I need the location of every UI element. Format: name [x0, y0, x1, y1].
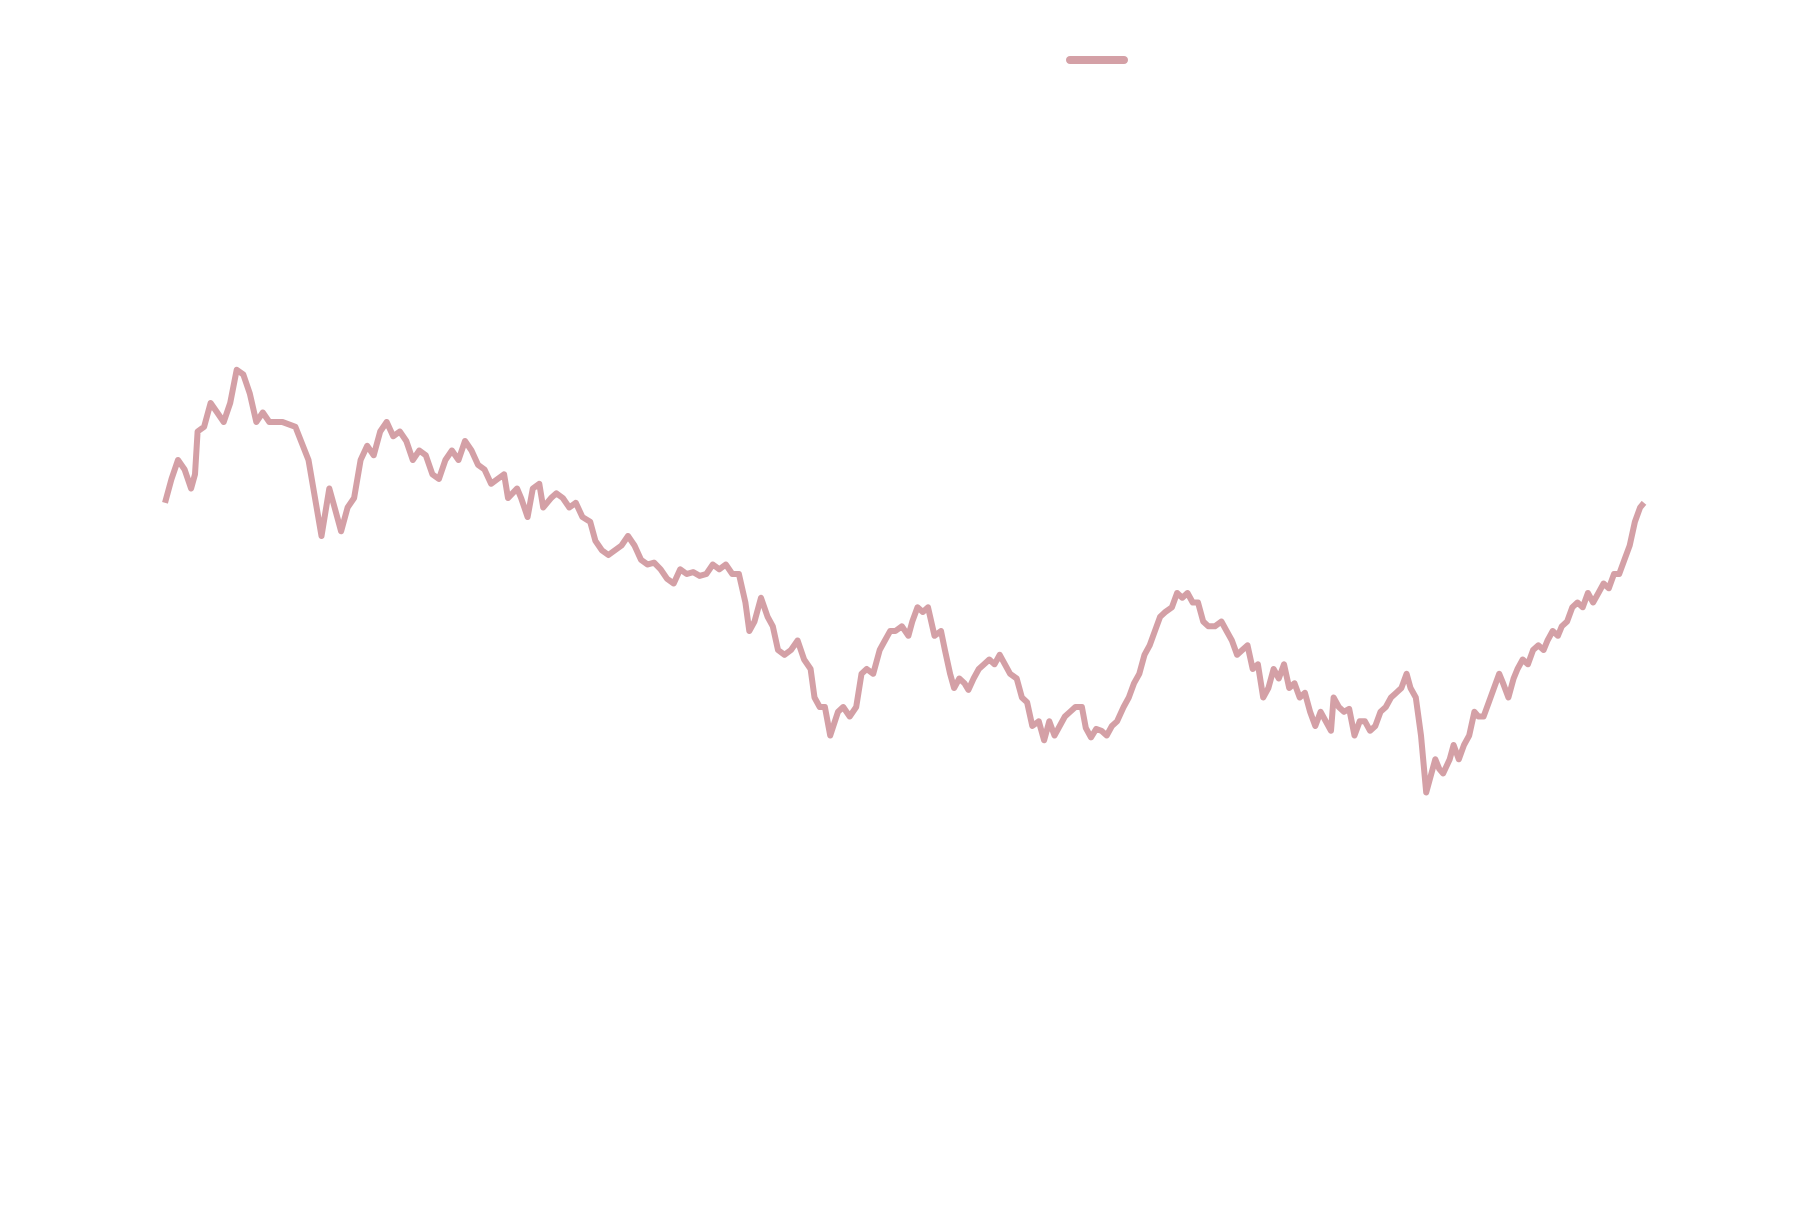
series-line-0 [162, 366, 1647, 796]
series-group [162, 366, 1647, 796]
